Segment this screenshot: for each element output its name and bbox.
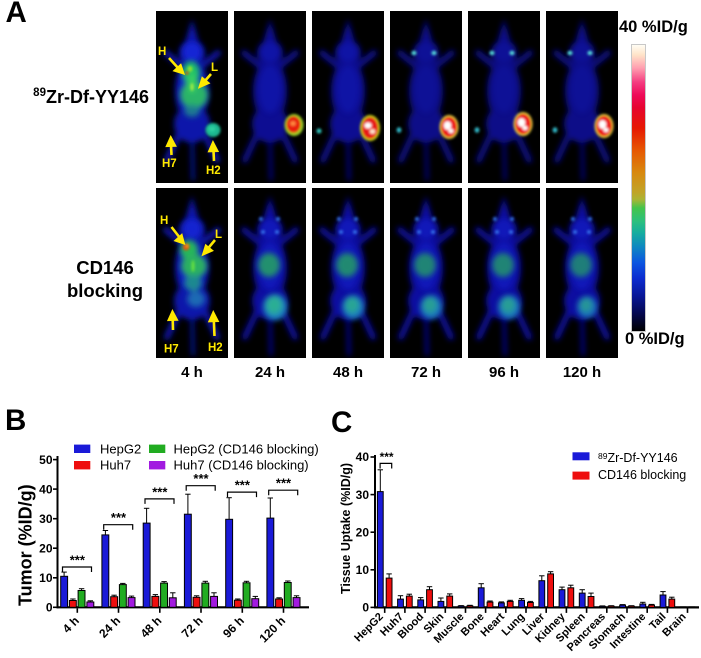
- svg-text:40: 40: [356, 450, 370, 464]
- svg-text:HepG2 (CD146 blocking): HepG2 (CD146 blocking): [174, 441, 319, 456]
- svg-text:***: ***: [276, 476, 292, 491]
- svg-text:20: 20: [356, 525, 370, 539]
- svg-text:48 h: 48 h: [138, 614, 165, 641]
- svg-text:H7: H7: [164, 344, 179, 356]
- svg-text:H7: H7: [162, 158, 177, 170]
- svg-text:4 h: 4 h: [60, 614, 82, 636]
- svg-text:Heart: Heart: [479, 611, 508, 640]
- svg-text:L: L: [211, 62, 218, 74]
- svg-text:CD146 blocking: CD146 blocking: [598, 468, 686, 482]
- svg-text:H: H: [160, 215, 168, 227]
- svg-text:Lung: Lung: [500, 611, 527, 638]
- svg-text:Huh7 (CD146 blocking): Huh7 (CD146 blocking): [174, 458, 309, 473]
- svg-text:24 h: 24 h: [96, 614, 123, 641]
- svg-text:Tumor (%ID/g): Tumor (%ID/g): [16, 484, 36, 606]
- svg-text:Brain: Brain: [660, 611, 689, 640]
- svg-text:89Zr-Df-YY146: 89Zr-Df-YY146: [598, 451, 678, 465]
- svg-text:***: ***: [235, 478, 251, 493]
- svg-text:40: 40: [39, 482, 53, 496]
- svg-text:***: ***: [380, 450, 394, 464]
- svg-text:50: 50: [39, 453, 53, 467]
- svg-text:96 h: 96 h: [220, 614, 247, 641]
- svg-text:***: ***: [70, 553, 86, 568]
- svg-text:30: 30: [356, 488, 370, 502]
- svg-text:H2: H2: [206, 165, 221, 177]
- svg-text:0: 0: [362, 601, 369, 615]
- svg-text:10: 10: [39, 571, 53, 585]
- svg-text:H: H: [158, 46, 166, 58]
- svg-text:0: 0: [46, 601, 53, 615]
- svg-text:72 h: 72 h: [179, 614, 206, 641]
- svg-text:L: L: [215, 229, 222, 241]
- svg-text:Tissue Uptake (%ID/g): Tissue Uptake (%ID/g): [339, 463, 353, 594]
- svg-text:H2: H2: [208, 342, 223, 354]
- svg-text:***: ***: [193, 471, 209, 486]
- svg-text:20: 20: [39, 541, 53, 555]
- svg-text:Huh7: Huh7: [100, 458, 131, 473]
- svg-text:30: 30: [39, 512, 53, 526]
- svg-text:***: ***: [111, 510, 127, 525]
- svg-text:***: ***: [152, 484, 168, 499]
- svg-text:HepG2: HepG2: [100, 441, 141, 456]
- svg-text:120 h: 120 h: [257, 614, 289, 646]
- svg-text:10: 10: [356, 563, 370, 577]
